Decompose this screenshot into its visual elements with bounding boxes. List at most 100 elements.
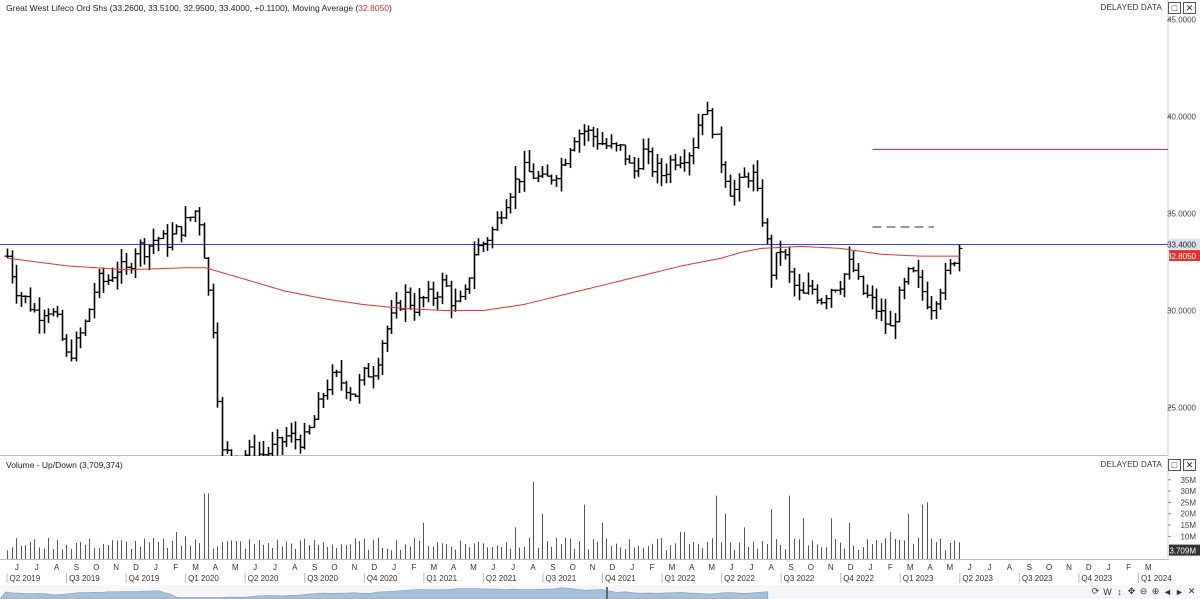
ohlc-bar <box>571 137 578 152</box>
month-tick-label: N <box>1066 563 1072 572</box>
month-tick-label: S <box>550 563 555 572</box>
ohlc-bar <box>416 288 423 317</box>
refresh-icon[interactable]: ⟳ <box>1091 586 1100 596</box>
volume-tick-label: 30M <box>1180 487 1196 496</box>
ohlc-bar <box>63 334 70 357</box>
ohlc-bar <box>160 230 167 240</box>
ohlc-bar <box>434 291 441 310</box>
quarter-tick-label: Q4 2023 <box>1081 574 1112 583</box>
quarter-tick-label: Q2 2020 <box>248 574 279 583</box>
ohlc-bar <box>301 422 308 450</box>
ohlc-bar <box>942 262 949 300</box>
weekly-interval-button[interactable]: W <box>1103 586 1112 597</box>
moving-average-tag: 32.8050 <box>1167 250 1200 262</box>
close-icon[interactable]: ✕ <box>1187 586 1196 596</box>
month-tick-label: A <box>451 563 457 572</box>
ohlc-bar <box>109 267 116 283</box>
restore-icon[interactable]: □ <box>1168 459 1181 471</box>
last-price-tag: 33.4000 <box>1167 238 1200 250</box>
last-price-tag-box <box>1169 238 1200 250</box>
ohlc-bar <box>283 427 290 448</box>
ohlc-bar <box>393 292 400 319</box>
moving-average-line <box>6 245 960 311</box>
quarter-tick-label: Q3 2021 <box>545 574 576 583</box>
ohlc-bar <box>274 429 281 456</box>
ohlc-bar <box>919 269 926 301</box>
month-tick-label: O <box>93 563 99 572</box>
close-icon[interactable]: ✕ <box>1183 2 1196 14</box>
month-tick-label: M <box>430 563 437 572</box>
ohlc-bar <box>896 286 903 323</box>
quarter-tick-label: Q4 2022 <box>843 574 874 583</box>
month-tick-label: J <box>491 563 495 572</box>
ohlc-bar <box>13 264 20 304</box>
month-tick-label: J <box>1107 563 1111 572</box>
vertical-resize-icon[interactable]: ↕ <box>1117 586 1122 597</box>
ohlc-bar <box>690 137 697 165</box>
volume-chart[interactable]: 35M 30M 25M 20M 15M 10M 3.709M <box>0 457 1200 560</box>
price-tick-label: 45.0000 <box>1167 15 1196 24</box>
ohlc-bar <box>425 280 432 303</box>
ohlc-bar <box>718 126 725 173</box>
volume-pane[interactable]: 35M 30M 25M 20M 15M 10M 3.709M Volume - Up/Dow… <box>0 457 1200 560</box>
month-tick-label: M <box>669 563 676 572</box>
month-tick-label: J <box>630 563 634 572</box>
ohlc-bar <box>494 211 501 231</box>
price-tick-label: 40.0000 <box>1167 112 1196 121</box>
ohlc-bar <box>59 309 66 342</box>
month-tick-label: J <box>273 563 277 572</box>
zoom-out-icon[interactable]: ⊖ <box>1139 586 1148 596</box>
quarter-tick-label: Q1 2021 <box>426 574 457 583</box>
zoom-in-icon[interactable]: ⊕ <box>1151 586 1160 596</box>
price-chart[interactable]: 45.0000 40.0000 35.0000 30.0000 25.0000 33.40… <box>0 0 1200 456</box>
ohlc-bar <box>279 436 286 455</box>
ohlc-bar <box>672 153 679 171</box>
ohlc-bar <box>228 449 233 456</box>
ohlc-bar <box>27 287 34 312</box>
ohlc-bar <box>828 288 835 308</box>
ohlc-bar <box>878 298 885 322</box>
quarter-tick-label: Q4 2019 <box>129 574 160 583</box>
restore-icon[interactable]: □ <box>1168 2 1181 14</box>
move-icon[interactable]: ✥ <box>1127 586 1136 596</box>
ohlc-bar <box>594 128 601 150</box>
month-tick-label: J <box>253 563 257 572</box>
ohlc-bar <box>9 250 16 284</box>
ohlc-bar <box>361 366 368 386</box>
ohlc-bar <box>146 244 153 271</box>
ohlc-bar <box>526 150 533 173</box>
scroll-right-icon[interactable]: ► <box>1175 586 1184 597</box>
close-icon[interactable]: ✕ <box>1183 459 1196 471</box>
quarter-tick-label: Q1 2020 <box>188 574 219 583</box>
ohlc-bar <box>288 422 295 443</box>
scroll-left-icon[interactable]: ◄ <box>1163 586 1172 597</box>
ohlc-bar <box>214 322 221 408</box>
ohlc-bar <box>576 129 583 153</box>
ohlc-bar <box>356 373 363 404</box>
ohlc-bar <box>768 234 775 288</box>
ohlc-bar <box>201 222 208 259</box>
volume-tick-label: 10M <box>1180 532 1196 541</box>
quarter-tick-label: Q3 2023 <box>1022 574 1053 583</box>
quarter-tick-label: Q4 2020 <box>367 574 398 583</box>
volume-tick-label: 20M <box>1180 510 1196 519</box>
month-tick-label: J <box>968 563 972 572</box>
price-pane[interactable]: 45.0000 40.0000 35.0000 30.0000 25.0000 33.40… <box>0 0 1200 456</box>
ohlc-bar <box>663 163 670 184</box>
month-tick-label: D <box>848 563 854 572</box>
ohlc-bar <box>956 244 963 272</box>
ohlc-bar <box>54 305 61 318</box>
month-tick-label: M <box>708 563 715 572</box>
ohlc-bar <box>164 224 171 257</box>
price-delayed-label: DELAYED DATA <box>1100 3 1162 12</box>
quarter-tick-label: Q2 2022 <box>724 574 755 583</box>
ohlc-bar <box>484 237 491 251</box>
month-tick-label: J <box>730 563 734 572</box>
ohlc-bar <box>297 434 304 454</box>
ohlc-bar <box>512 165 519 210</box>
ohlc-bar <box>841 273 848 298</box>
month-tick-label: F <box>888 563 893 572</box>
ohlc-bar <box>41 309 48 334</box>
last-price-tag-text: 33.4000 <box>1167 240 1196 249</box>
